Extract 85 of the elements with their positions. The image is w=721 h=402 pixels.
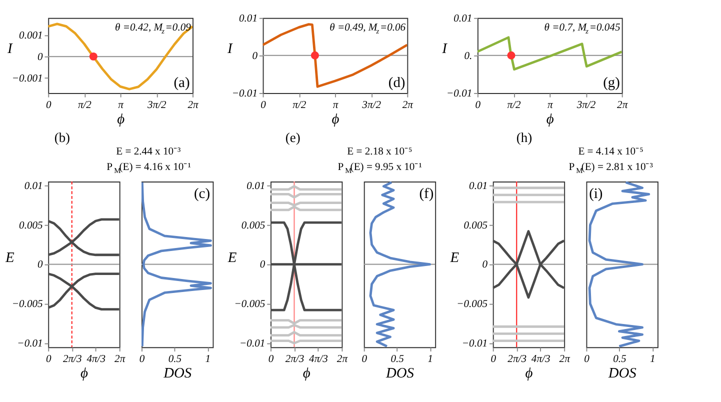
x-tick-label: 1 [205, 354, 211, 366]
y-tick-label: 0 [38, 52, 44, 63]
y-tick-label: 0 [482, 260, 488, 271]
y-tick-label: 0 [252, 50, 258, 62]
y-tick-label: −0.01 [462, 338, 488, 350]
y-tick-label: −0.001 [12, 73, 43, 84]
x-tick-label: 0 [584, 354, 590, 366]
x-tick-label: 2π [114, 354, 126, 366]
x-tick-label: 3π/2 [576, 100, 596, 111]
y-tick-label: −0.01 [17, 338, 43, 350]
y-axis-title: I [6, 41, 14, 58]
x-tick-label: 0 [268, 354, 274, 366]
y-tick-label: −0.01 [240, 338, 266, 350]
x-tick-label: 0.5 [390, 354, 404, 366]
x-axis-title: ϕ [332, 111, 340, 128]
text: E = 2.18 x 10⁻⁵ [347, 146, 413, 158]
y-tick-label: −0.005 [12, 299, 43, 310]
y-axis-title: E [4, 250, 15, 266]
x-tick-label: 3π/2 [146, 100, 168, 111]
text: E = 2.44 x 10⁻³ [116, 146, 181, 158]
x-tick-label: 2π [402, 100, 414, 111]
x-axis-title: DOS [607, 365, 636, 382]
y-tick-label: 0.01 [469, 180, 488, 192]
annotation: (g) [603, 75, 620, 92]
x-axis-title: ϕ [546, 111, 554, 128]
x-tick-label: 4π/3 [531, 354, 550, 366]
y-tick-label: 0.005 [464, 220, 488, 232]
text: E = 4.14 x 10⁻⁵ [578, 146, 644, 158]
x-tick-label: 2π/3 [62, 354, 82, 366]
x-tick-label: 2π [336, 354, 348, 366]
x-tick-label: 0 [362, 354, 368, 366]
x-tick-label: 2π [617, 100, 628, 111]
x-axis-title: DOS [384, 365, 414, 382]
x-tick-label: 2π [559, 354, 571, 366]
x-tick-label: π/2 [78, 100, 92, 111]
annotation: (i) [589, 186, 603, 202]
y-tick-label: 0.005 [241, 220, 266, 232]
y-tick-label: 0.01 [24, 180, 43, 192]
x-tick-label: 2π/3 [508, 354, 526, 366]
y-axis-title: E [226, 250, 237, 266]
annotation: (c) [194, 186, 210, 202]
x-tick-label: 3π/2 [361, 100, 382, 111]
x-tick-label: 0.5 [613, 354, 626, 366]
x-tick-label: 0 [490, 354, 497, 366]
annotation: (f) [419, 186, 434, 202]
y-tick-label: −0.01 [446, 88, 472, 100]
x-axis-title: ϕ [117, 111, 126, 128]
x-tick-label: 2π [188, 100, 199, 111]
x-tick-label: π/2 [507, 100, 522, 111]
y-tick-label: 0.001 [19, 30, 43, 42]
y-axis-title: E [449, 250, 460, 266]
y-tick-label: −0.01 [232, 88, 258, 100]
x-axis-title: ϕ [302, 365, 311, 382]
x-tick-label: 2π/3 [285, 354, 304, 366]
x-tick-label: 0 [139, 354, 146, 366]
annotation: (a) [174, 75, 190, 92]
x-tick-label: 4π/3 [86, 354, 106, 366]
x-tick-label: 0.5 [168, 354, 182, 366]
y-tick-label: 0.01 [246, 180, 266, 192]
text: (h) [516, 130, 532, 146]
x-tick-label: π [547, 100, 554, 111]
x-tick-label: π [332, 100, 339, 111]
x-tick-label: 0 [46, 100, 52, 111]
y-tick-label: 0 [260, 260, 266, 271]
text: (e) [285, 130, 300, 146]
y-tick-label: 0 [38, 260, 44, 271]
x-axis-title: DOS [162, 365, 192, 382]
x-axis-title: ϕ [525, 365, 534, 382]
text: (b) [54, 130, 70, 146]
y-tick-label: −0.005 [234, 299, 266, 310]
x-tick-label: π [118, 100, 124, 111]
y-tick-label: 0.01 [454, 13, 472, 24]
y-tick-label: 0. [464, 50, 472, 62]
x-axis-title: ϕ [80, 365, 88, 382]
y-tick-label: 0.01 [238, 13, 258, 24]
x-tick-label: 1 [428, 354, 433, 366]
annotation: (d) [388, 75, 406, 92]
x-tick-label: 1 [650, 354, 656, 366]
y-axis-title: I [441, 41, 448, 58]
x-tick-label: 4π/3 [309, 354, 328, 366]
x-tick-label: 0 [46, 354, 52, 366]
y-axis-title: I [226, 41, 234, 58]
x-tick-label: π/2 [292, 100, 307, 111]
y-tick-label: −0.005 [456, 299, 488, 310]
y-tick-label: 0.005 [19, 220, 43, 232]
